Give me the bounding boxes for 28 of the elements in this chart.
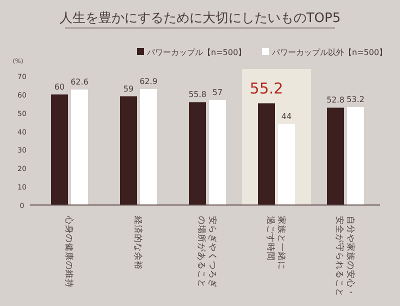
data-label: 44 [281, 112, 292, 121]
bar [71, 90, 88, 205]
x-tick-label: 安らぎやくつろぎの場所があること [196, 216, 218, 288]
data-label: 55.8 [188, 90, 206, 100]
bar [189, 102, 206, 205]
x-tick-label: 自分や家族の安心・安全が守られること [334, 216, 356, 297]
annotation: 55.2 [250, 79, 284, 98]
chart-title: 人生を豊かにするために大切にしたいものTOP5 [59, 11, 341, 26]
x-tick-label: 家族と一緒に過ごす時間 [265, 216, 287, 270]
data-label: 57 [212, 88, 223, 97]
x-tick-label: 心身の健康の維持 [64, 215, 74, 288]
bar [140, 89, 157, 205]
bar [209, 100, 226, 205]
bar [51, 94, 68, 205]
data-label: 52.8 [326, 96, 344, 105]
bar [347, 106, 364, 205]
legend-label: パワーカップル以外【n=500】 [271, 48, 388, 57]
bar [327, 108, 344, 205]
data-label: 53.2 [346, 94, 364, 104]
data-label: 62.6 [70, 78, 88, 87]
bar [258, 103, 275, 205]
bar [120, 96, 137, 205]
data-label: 59 [123, 84, 134, 94]
bar [278, 124, 295, 205]
legend-label: パワーカップル【n=500】 [146, 48, 246, 57]
data-label: 62.9 [140, 77, 158, 86]
data-label: 60 [54, 82, 65, 92]
x-tick-label: 経済的な余裕 [132, 215, 144, 270]
